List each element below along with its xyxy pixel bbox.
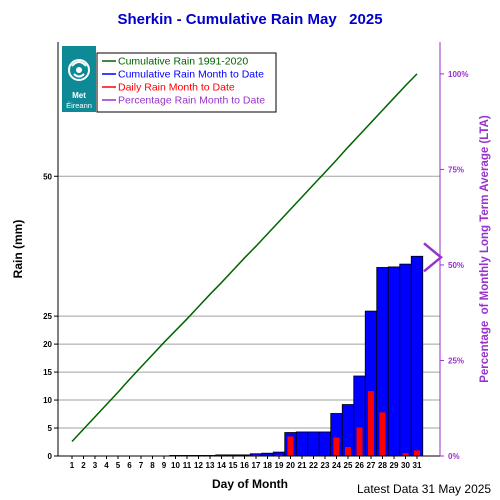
x-tick-label: 31 [413,461,422,470]
lta-line-group [71,73,443,442]
y-tick-label: 25 [43,312,52,321]
legend-box [96,52,277,113]
y2-tick-label: 50% [448,261,464,270]
x-axis-label: Day of Month [212,477,288,491]
x-tick-label: 1 [70,461,75,470]
x-tick-label: 25 [344,461,353,470]
y2-tick-label: 100% [448,70,468,79]
legend-label-percentage: Percentage Rain Month to Date [118,95,265,107]
y-tick-label: 50 [43,172,52,181]
latest-data-note: Latest Data 31 May 2025 [357,482,492,496]
cumulative-bar [318,431,332,457]
x-tick-label: 13 [206,461,215,470]
x-tick-label: 3 [93,461,98,470]
daily-bar [414,450,420,456]
gridlines [58,175,440,429]
x-tick-label: 10 [171,461,180,470]
cumulative-bar [295,431,309,457]
legend: Cumulative Rain 1991-2020 Cumulative Rai… [96,52,277,113]
y2-tick-label: 25% [448,356,464,365]
x-tick-label: 7 [139,461,144,470]
x-tick-label: 26 [355,461,364,470]
cumulative-bar [387,266,401,457]
percentage-marker [423,242,443,273]
cumulative-bar [399,263,412,457]
y-tick-label: 15 [43,368,52,377]
x-tick-label: 2 [81,461,86,470]
cumulative-bar [410,255,424,457]
x-tick-label: 9 [162,461,167,470]
logo-text-eireann: Éireann [66,101,92,110]
x-tick-label: 27 [367,461,376,470]
legend-label-cumulative: Cumulative Rain Month to Date [118,69,264,81]
x-tick-label: 22 [309,461,318,470]
daily-bar [368,391,374,456]
y2-tick-label: 0% [448,452,460,461]
x-tick-label: 30 [401,461,410,470]
daily-bar [379,412,386,456]
x-tick-label: 19 [275,461,284,470]
daily-bar [356,427,363,456]
logo-text-met: Met [72,91,86,100]
y2-tick-label: 75% [448,165,464,174]
y-tick-label: 10 [43,396,52,405]
x-tick-label: 29 [390,461,399,470]
x-tick-label: 24 [332,461,341,470]
cumulative-bar [307,431,320,457]
x-tick-label: 21 [298,461,307,470]
x-tick-label: 23 [321,461,330,470]
x-tick-label: 8 [150,461,155,470]
x-tick-label: 5 [116,461,121,470]
y-tick-label: 0 [48,452,53,461]
logo-swirl-icon [68,59,90,81]
daily-bar [333,437,340,456]
daily-bar [345,447,351,456]
y-axis-label: Rain (mm) [11,220,25,279]
daily-bar [287,436,294,456]
daily-bar [253,454,259,456]
x-tick-label: 12 [194,461,203,470]
legend-label-daily: Daily Rain Month to Date [118,82,235,94]
x-tick-label: 17 [252,461,261,470]
x-tick-label: 28 [378,461,387,470]
x-tick-label: 18 [263,461,272,470]
daily-bar [402,453,409,456]
x-tick-label: 20 [286,461,295,470]
x-tick-label: 4 [104,461,109,470]
x-tick-label: 6 [127,461,132,470]
legend-label-lta: Cumulative Rain 1991-2020 [118,56,248,68]
lta-cumulative-line [71,73,418,442]
met-eireann-logo: Met Éireann [62,46,96,112]
chart-title: Sherkin - Cumulative Rain May 2025 [117,11,382,28]
y-tick-label: 5 [48,424,53,433]
x-tick-label: 11 [183,461,192,470]
x-tick-label: 14 [217,461,226,470]
daily-bar [276,454,282,456]
y-tick-label: 20 [43,340,52,349]
x-tick-label: 15 [229,461,238,470]
x-tick-label: 16 [240,461,249,470]
y2-axis-label: Percentage of Monthly Long Term Average … [479,115,491,383]
